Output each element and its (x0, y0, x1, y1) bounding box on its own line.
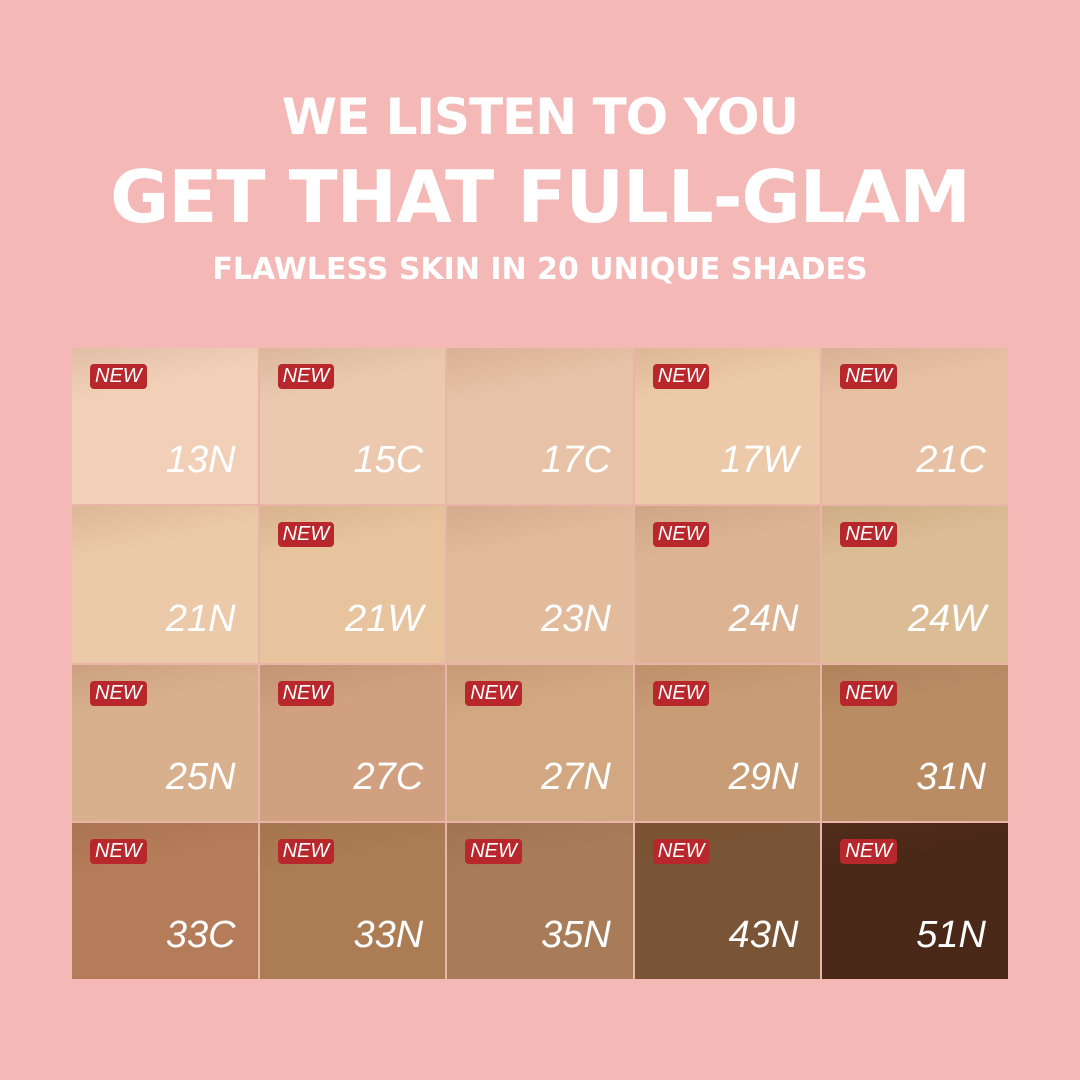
shade-swatch-17C: 17C (447, 348, 633, 505)
shade-name: 21N (165, 597, 236, 640)
shade-swatch-27N: NEW 27N (447, 664, 633, 821)
shade-name: 24N (728, 597, 799, 640)
new-badge: NEW (840, 522, 898, 548)
new-badge: NEW (90, 838, 147, 864)
shade-swatch-35N: NEW 35N (447, 822, 633, 979)
shade-name: 21W (345, 597, 424, 640)
shade-name: 27C (353, 755, 424, 798)
shade-swatch-29N: NEW 29N (634, 664, 821, 821)
new-badge: NEW (90, 364, 147, 389)
headline-top: WE LISTEN TO YOU (281, 88, 799, 146)
shade-name: 27N (541, 755, 611, 798)
shade-swatch-43N: NEW 43N (634, 822, 821, 979)
shade-swatch-23N: 23N (447, 506, 633, 663)
new-badge: NEW (90, 680, 147, 706)
shade-name: 13N (165, 439, 236, 482)
new-badge: NEW (465, 838, 522, 864)
shade-swatch-51N: NEW 51N (822, 822, 1008, 979)
new-badge: NEW (652, 364, 710, 389)
shade-name: 33C (165, 914, 236, 956)
shade-name: 15C (353, 439, 424, 482)
shade-swatch-17W: NEW 17W (634, 348, 821, 505)
new-badge: NEW (652, 522, 710, 548)
shade-name: 23N (541, 597, 611, 640)
shade-name: 21C (916, 439, 986, 482)
new-badge: NEW (652, 680, 710, 706)
new-badge: NEW (277, 680, 335, 706)
shade-swatch-21C: NEW 21C (822, 348, 1008, 505)
new-badge: NEW (277, 364, 335, 389)
shade-swatch-31N: NEW 31N (822, 664, 1008, 821)
shade-swatch-21N: 21N (72, 506, 258, 663)
new-badge: NEW (465, 680, 522, 706)
new-badge: NEW (840, 364, 898, 389)
shade-swatch-33N: NEW 33N (259, 822, 446, 979)
shade-swatch-15C: NEW 15C (259, 348, 446, 505)
shade-name: 24W (907, 597, 986, 640)
shade-name: 17C (541, 439, 611, 482)
shade-swatch-24N: NEW 24N (634, 506, 821, 663)
shade-name: 33N (353, 914, 424, 956)
shade-swatch-21W: NEW 21W (259, 506, 446, 663)
shade-name: 51N (916, 914, 986, 956)
headline-sub: FLAWLESS SKIN IN 20 UNIQUE SHADES (212, 252, 868, 287)
shade-swatch-25N: NEW 25N (72, 664, 258, 821)
shade-name: 25N (165, 755, 236, 798)
shade-swatch-33C: NEW 33C (72, 822, 258, 979)
shade-name: 29N (728, 755, 799, 798)
headline-main: GET THAT FULL-GLAM (110, 155, 971, 239)
new-badge: NEW (652, 838, 710, 864)
shade-swatch-27C: NEW 27C (259, 664, 446, 821)
shade-name: 17W (720, 439, 799, 482)
shade-name: 35N (541, 914, 611, 956)
new-badge: NEW (840, 838, 898, 864)
shade-swatch-13N: NEW 13N (72, 348, 258, 505)
shade-grid: NEW 13N NEW 15C 17C NEW 17W NEW 21C 21N NEW 21W 23N N… (72, 348, 1008, 979)
shade-swatch-24W: NEW 24W (822, 506, 1008, 663)
new-badge: NEW (840, 680, 898, 706)
shade-name: 43N (728, 914, 799, 956)
new-badge: NEW (277, 838, 335, 864)
shade-name: 31N (916, 755, 986, 798)
new-badge: NEW (277, 522, 335, 548)
